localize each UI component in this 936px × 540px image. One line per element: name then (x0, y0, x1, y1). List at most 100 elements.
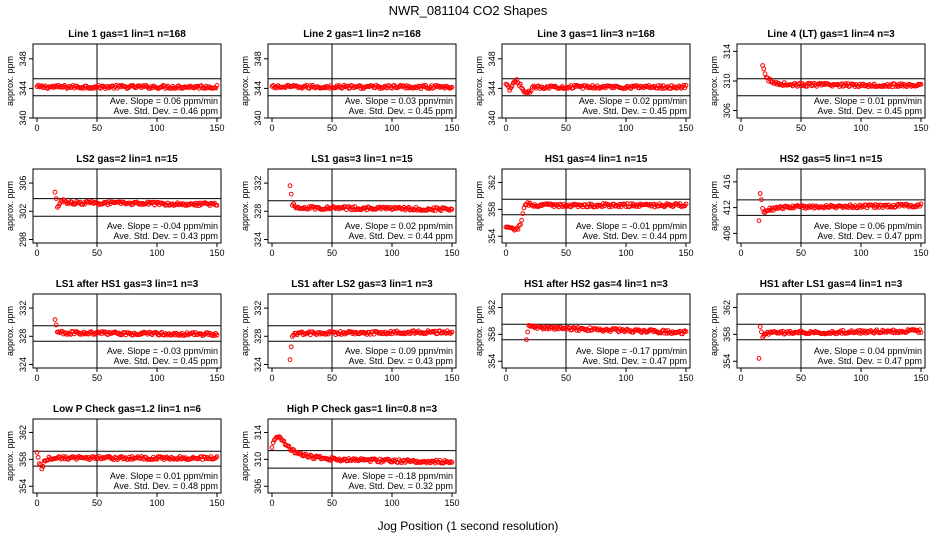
y-tick-label: 340 (253, 110, 263, 125)
slope-annotation: Ave. Slope = 0.01 ppm/min (110, 471, 218, 481)
y-axis-label: approx. ppm (5, 181, 15, 231)
data-point (515, 227, 521, 232)
data-points (524, 323, 689, 343)
data-point (34, 450, 40, 455)
data-point (781, 80, 787, 85)
slope-annotation: Ave. Slope = 0.06 ppm/min (110, 96, 218, 106)
data-point (449, 459, 455, 465)
x-tick-label: 50 (92, 248, 102, 258)
x-tick-label: 150 (209, 248, 224, 258)
data-point (520, 211, 526, 217)
x-tick-label: 50 (561, 373, 571, 383)
data-point (858, 330, 864, 336)
panel-title: Line 1 gas=1 lin=1 n=168 (68, 29, 186, 40)
x-tick-label: 50 (92, 123, 102, 133)
y-tick-label: 354 (722, 354, 732, 369)
y-tick-label: 298 (18, 232, 28, 247)
plot-frame (736, 293, 926, 369)
data-point (35, 455, 41, 460)
data-point (376, 459, 382, 465)
y-tick-label: 324 (253, 232, 263, 247)
data-point (799, 81, 805, 86)
data-point (626, 327, 631, 333)
data-point (350, 204, 355, 210)
data-point (918, 81, 924, 87)
data-points (287, 328, 455, 363)
x-tick-label: 150 (913, 123, 928, 133)
x-tick-label: 0 (269, 248, 274, 258)
std-dev-annotation: Ave. Std. Dev. = 0.45 ppm (583, 106, 687, 116)
data-point (658, 83, 664, 89)
data-point (654, 85, 660, 91)
panel-5: LS1 gas=3 lin=1 n=15 0 50 100 150 324 328 332ap… (240, 154, 460, 258)
std-dev-annotation: Ave. Std. Dev. = 0.32 ppm (349, 481, 453, 491)
y-tick-label: 354 (18, 479, 28, 494)
x-tick-label: 0 (738, 248, 743, 258)
x-tick-label: 50 (796, 373, 806, 383)
data-point (287, 183, 293, 189)
y-tick-label: 362 (487, 175, 497, 190)
std-dev-annotation: Ave. Std. Dev. = 0.46 ppm (114, 106, 218, 116)
y-tick-label: 412 (722, 200, 732, 215)
panel-title: LS2 gas=2 lin=1 n=15 (76, 154, 178, 165)
x-tick-label: 100 (853, 123, 868, 133)
plot-frame (736, 168, 926, 244)
data-point (895, 84, 901, 89)
y-tick-label: 358 (487, 202, 497, 217)
panel-3: Line 4 (LT) gas=1 lin=4 n=3 0 50 100 150 306 3… (709, 29, 929, 133)
x-tick-label: 100 (384, 123, 399, 133)
data-point (449, 206, 455, 212)
data-point (518, 81, 523, 87)
y-axis-label: approx. ppm (5, 431, 15, 481)
data-point (407, 331, 413, 337)
data-point (213, 85, 219, 91)
slope-annotation: Ave. Slope = 0.06 ppm/min (814, 221, 922, 231)
x-tick-label: 50 (327, 373, 337, 383)
y-tick-label: 340 (18, 110, 28, 125)
data-point (793, 82, 799, 88)
std-dev-annotation: Ave. Std. Dev. = 0.45 ppm (818, 106, 922, 116)
data-points (503, 200, 689, 233)
data-point (214, 332, 220, 338)
data-point (115, 457, 120, 463)
y-tick-label: 344 (18, 81, 28, 96)
y-tick-label: 328 (253, 329, 263, 344)
data-point (305, 206, 311, 212)
data-point (404, 83, 409, 89)
x-tick-label: 100 (618, 373, 633, 383)
panel-title: Line 3 gas=1 lin=3 n=168 (537, 29, 655, 40)
y-tick-label: 362 (722, 300, 732, 315)
x-tick-label: 50 (92, 498, 102, 508)
x-tick-label: 0 (503, 123, 508, 133)
panel-8: LS1 after HS1 gas=3 lin=1 n=3 0 50 100 150 32… (5, 279, 225, 383)
data-points (269, 82, 455, 91)
data-point (591, 85, 596, 91)
data-point (759, 197, 764, 203)
std-dev-annotation: Ave. Std. Dev. = 0.48 ppm (114, 481, 218, 491)
x-tick-label: 150 (444, 373, 459, 383)
data-point (213, 455, 219, 461)
x-tick-label: 100 (853, 373, 868, 383)
data-point (449, 84, 455, 90)
y-tick-label: 332 (18, 301, 28, 316)
x-tick-label: 150 (444, 123, 459, 133)
data-points (34, 450, 220, 472)
data-point (756, 356, 762, 361)
x-tick-label: 0 (503, 373, 508, 383)
figure-title: NWR_081104 CO2 Shapes (388, 3, 548, 18)
panel-title: LS1 gas=3 lin=1 n=15 (311, 154, 413, 165)
data-point (797, 80, 803, 86)
x-axis-title: Jog Position (1 second resolution) (377, 519, 559, 533)
data-point (449, 329, 455, 335)
data-point (838, 328, 843, 334)
data-point (423, 83, 429, 88)
data-point (683, 329, 689, 335)
data-point (857, 202, 863, 208)
x-tick-label: 100 (149, 123, 164, 133)
panel-13: High P Check gas=1 lin=0.8 n=3 0 50 100 150 3… (240, 404, 460, 508)
panel-10: HS1 after HS2 gas=4 lin=1 n=3 0 50 100 150 35… (474, 279, 694, 383)
data-point (61, 454, 66, 460)
data-point (59, 329, 65, 334)
data-point (681, 83, 686, 88)
